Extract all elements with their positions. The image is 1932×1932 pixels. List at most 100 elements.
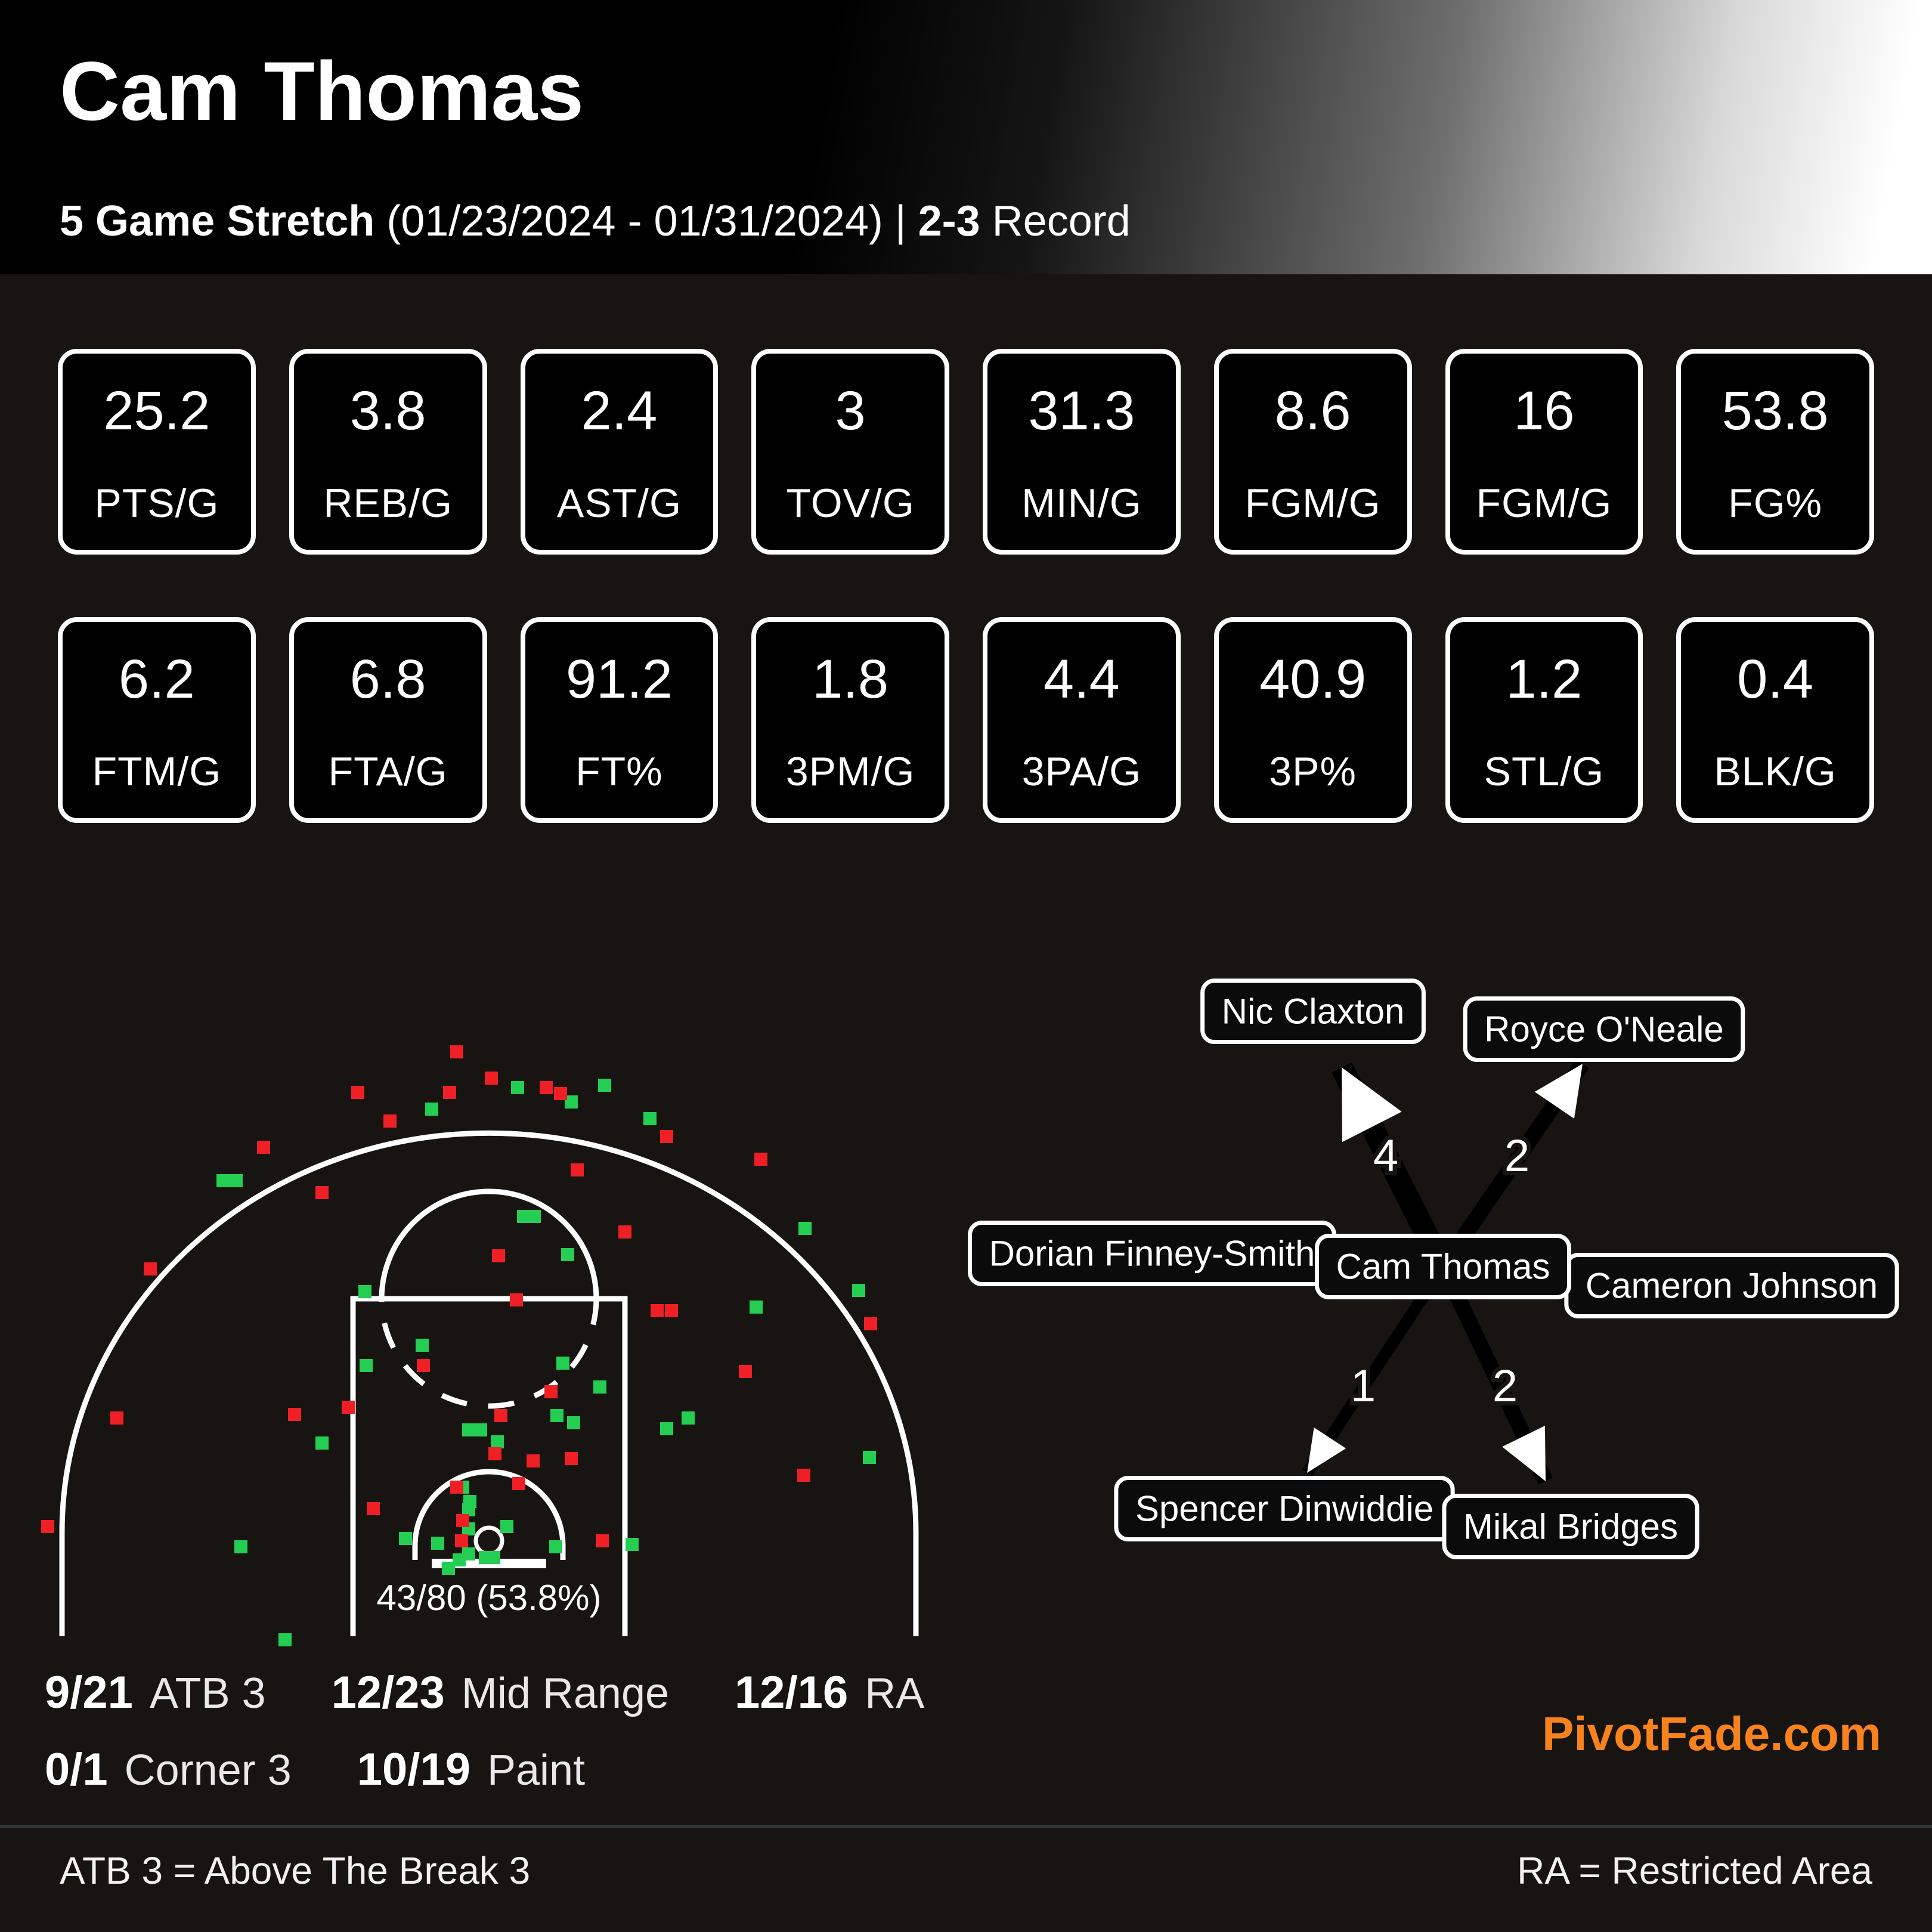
player-label-box — [1442, 1494, 1699, 1559]
shot-missed-dot — [488, 1447, 501, 1460]
stat-value: 4.4 — [1043, 649, 1120, 710]
stat-value: 6.8 — [349, 649, 426, 710]
shot-missed-dot — [342, 1401, 355, 1414]
stat-label: FTM/G — [92, 749, 222, 794]
shot-missed-dot — [565, 1452, 578, 1465]
shot-missed-dot — [596, 1534, 609, 1547]
stat-label: TOV/G — [786, 481, 915, 526]
shot-made-dot — [561, 1248, 574, 1261]
stat-label: 3PM/G — [785, 749, 915, 794]
stat-label: REB/G — [323, 481, 453, 526]
stat-value: 8.6 — [1274, 380, 1351, 441]
stat-value: 6.2 — [118, 649, 195, 710]
shot-missed-dot — [456, 1514, 469, 1527]
shot-missed-dot — [571, 1163, 584, 1176]
shot-missed-dot — [797, 1469, 810, 1482]
header-banner: Cam Thomas 5 Game Stretch (01/23/2024 - … — [0, 0, 1932, 274]
shot-made-dot — [315, 1436, 329, 1450]
shot-missed-dot — [450, 1481, 463, 1494]
stat-label: STL/G — [1484, 749, 1605, 794]
arrowhead-icon — [1502, 1425, 1546, 1481]
stat-box-ast-g: 2.4 AST/G — [520, 349, 719, 555]
stat-label: 3PA/G — [1021, 749, 1142, 794]
stat-value: 1.2 — [1506, 649, 1583, 710]
shot-missed-dot — [544, 1385, 558, 1398]
stat-label: FG% — [1728, 481, 1823, 526]
subtitle: 5 Game Stretch (01/23/2024 - 01/31/2024)… — [60, 197, 1131, 246]
shot-made-dot — [462, 1503, 475, 1516]
shot-missed-dot — [665, 1304, 678, 1317]
node-cameron-johnson: Cameron Johnson — [1564, 1253, 1899, 1318]
stat-box-tov-g: 3 TOV/G — [751, 349, 949, 555]
shot-made-dot — [798, 1222, 812, 1235]
zone-label: RA — [865, 1670, 925, 1717]
zone-label: ATB 3 — [149, 1670, 266, 1717]
shot-made-dot — [549, 1540, 562, 1553]
shot-made-dot — [550, 1409, 564, 1422]
player-label-box — [1463, 996, 1745, 1062]
shot-missed-dot — [864, 1317, 877, 1330]
shot-missed-dot — [510, 1293, 523, 1306]
node-mikal-bridges: Mikal Bridges — [1442, 1494, 1699, 1559]
stat-value: 3 — [835, 380, 866, 441]
player-name: Cam Thomas — [60, 44, 584, 138]
shot-missed-dot — [315, 1186, 329, 1199]
shot-made-dot — [425, 1103, 438, 1116]
player-label: Nic Claxton — [1222, 992, 1405, 1032]
assist-count: 2 — [1493, 1361, 1518, 1411]
stat-box-ftm-g: 6.2 FTM/G — [58, 617, 256, 823]
footer-note-atb3: ATB 3 = Above The Break 3 — [60, 1849, 531, 1892]
zone-label: Corner 3 — [124, 1747, 292, 1794]
stat-label: 3P% — [1269, 749, 1357, 794]
stat-box-fg-: 53.8 FG% — [1676, 349, 1874, 555]
shot-made-dot — [278, 1633, 292, 1646]
footer-divider — [0, 1825, 1932, 1828]
shot-made-dot — [500, 1520, 513, 1533]
stat-value: 0.4 — [1737, 649, 1814, 710]
stat-label: AST/G — [556, 481, 682, 526]
stat-value: 91.2 — [565, 649, 673, 710]
stat-box-fgm-g: 16 FGM/G — [1445, 349, 1643, 555]
shot-missed-dot — [540, 1081, 553, 1094]
node-spencer-dinwiddie: Spencer Dinwiddie — [1114, 1476, 1455, 1541]
stat-box-fta-g: 6.8 FTA/G — [289, 617, 487, 823]
shot-made-dot — [216, 1174, 230, 1187]
stat-box-3pa-g: 4.4 3PA/G — [983, 617, 1181, 823]
player-label: Dorian Finney-Smith — [989, 1234, 1315, 1274]
shot-missed-dot — [257, 1141, 270, 1154]
shot-made-dot — [852, 1284, 865, 1297]
player-label-box — [1200, 979, 1426, 1044]
stats-row-1: 25.2 PTS/G 3.8 REB/G 2.4 AST/G 3 TOV/G 31.3 MIN/G… — [58, 349, 1874, 555]
shot-missed-dot — [450, 1045, 463, 1058]
shot-missed-dot — [383, 1114, 397, 1128]
shot-made-dot — [230, 1174, 243, 1187]
arrowhead-icon — [1307, 1427, 1346, 1473]
player-label: Royce O'Neale — [1484, 1010, 1724, 1049]
shot-made-dot — [462, 1423, 475, 1436]
shot-made-dot — [474, 1423, 487, 1436]
stat-label: MIN/G — [1021, 481, 1142, 526]
shot-missed-dot — [110, 1411, 123, 1425]
zone-row-1: 9/21 ATB 3 12/23 Mid Range 12/16 RA — [45, 1667, 924, 1719]
zone-value: 12/23 — [331, 1667, 445, 1718]
assist-count: 2 — [1504, 1131, 1530, 1181]
shot-made-dot — [453, 1553, 466, 1566]
shot-made-dot — [431, 1537, 444, 1550]
stat-value: 2.4 — [581, 380, 658, 441]
stat-box-3p-: 40.9 3P% — [1213, 617, 1412, 823]
shot-made-dot — [598, 1079, 611, 1092]
site-branding: PivotFade.com — [1541, 1707, 1881, 1760]
shot-made-dot — [360, 1359, 373, 1372]
stat-box-reb-g: 3.8 REB/G — [289, 349, 487, 555]
shot-missed-dot — [527, 1454, 540, 1467]
shot-missed-dot — [494, 1409, 507, 1422]
shot-missed-dot — [512, 1477, 525, 1490]
shot-missed-dot — [443, 1086, 456, 1099]
free-throw-circle-bottom — [379, 1298, 599, 1409]
shot-made-dot — [528, 1210, 541, 1223]
zone-stat-atb-3: 9/21 ATB 3 — [45, 1667, 266, 1719]
shot-made-dot — [556, 1357, 569, 1370]
shot-made-dot — [682, 1411, 695, 1425]
stat-value: 25.2 — [103, 380, 210, 441]
shot-total-label: 43/80 (53.8%) — [377, 1578, 602, 1618]
